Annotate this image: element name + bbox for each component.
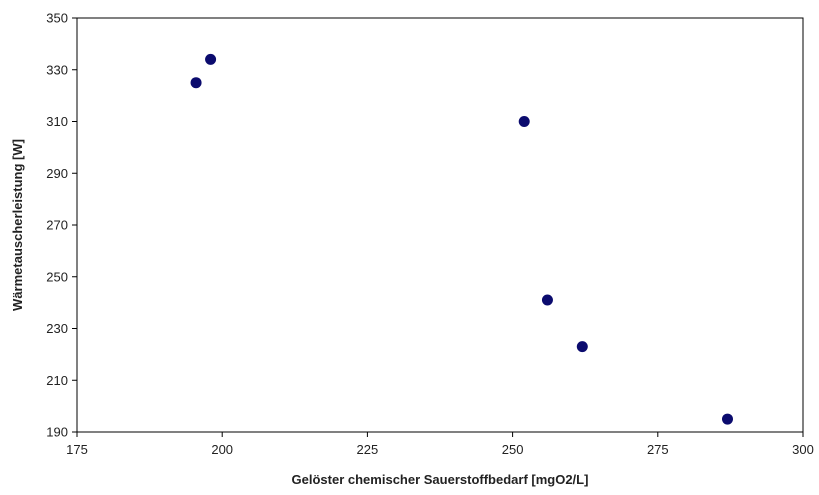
data-point [576,341,588,353]
y-axis-title: Wärmetauscherleistung [W] [10,139,25,311]
x-tick-label: 300 [792,442,814,457]
data-point [518,116,530,127]
x-tick-label: 200 [211,442,233,457]
x-axis: 175 200 225 250 275 300 [66,432,814,457]
y-tick-label: 290 [46,166,68,181]
data-point [541,294,553,306]
y-tick-label: 330 [46,62,68,77]
y-tick-label: 230 [46,321,68,336]
x-tick-label: 225 [357,442,379,457]
data-points [190,53,733,425]
x-tick-label: 250 [502,442,524,457]
y-axis: 190 210 230 250 270 290 310 330 350 [46,11,77,440]
y-tick-label: 270 [46,218,68,233]
y-tick-label: 210 [46,373,68,388]
plot-area [76,17,804,433]
y-tick-label: 190 [46,425,68,440]
y-tick-label: 310 [46,114,68,129]
y-tick-label: 350 [46,11,68,26]
x-axis-title: Gelöster chemischer Sauerstoffbedarf [mg… [292,472,589,487]
x-tick-label: 175 [66,442,88,457]
data-point [205,53,217,65]
data-point [190,77,202,89]
x-tick-label: 275 [647,442,669,457]
data-point [721,413,733,425]
y-tick-label: 250 [46,269,68,284]
